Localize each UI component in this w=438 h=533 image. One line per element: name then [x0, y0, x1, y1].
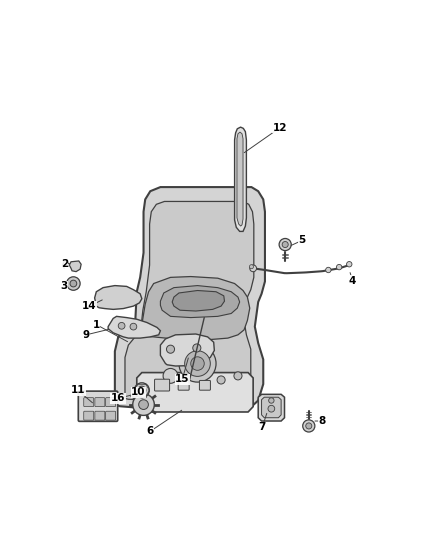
Circle shape — [306, 423, 312, 429]
Circle shape — [70, 280, 77, 287]
Circle shape — [217, 376, 225, 384]
Circle shape — [250, 265, 257, 272]
Circle shape — [134, 383, 149, 398]
FancyBboxPatch shape — [106, 411, 116, 420]
Circle shape — [346, 262, 352, 267]
Circle shape — [268, 398, 274, 403]
Circle shape — [138, 386, 146, 394]
Text: 12: 12 — [273, 123, 287, 133]
Polygon shape — [261, 397, 281, 418]
Circle shape — [130, 323, 137, 330]
Text: 15: 15 — [175, 374, 190, 384]
Text: 8: 8 — [319, 416, 326, 426]
Text: 11: 11 — [71, 385, 85, 395]
Text: 2: 2 — [60, 259, 68, 269]
FancyBboxPatch shape — [95, 411, 105, 420]
Text: 1: 1 — [93, 320, 100, 329]
Circle shape — [185, 351, 210, 376]
Circle shape — [193, 344, 201, 352]
Circle shape — [139, 400, 148, 409]
Text: 4: 4 — [349, 276, 357, 286]
Text: 5: 5 — [298, 236, 306, 245]
Text: 6: 6 — [147, 426, 154, 437]
FancyBboxPatch shape — [84, 398, 94, 407]
Text: 16: 16 — [111, 393, 126, 403]
Polygon shape — [108, 317, 160, 338]
FancyBboxPatch shape — [84, 411, 94, 420]
FancyBboxPatch shape — [78, 391, 118, 422]
Circle shape — [67, 277, 80, 290]
FancyBboxPatch shape — [106, 398, 116, 407]
Text: 7: 7 — [258, 422, 266, 432]
Polygon shape — [160, 286, 240, 318]
Text: 3: 3 — [60, 281, 68, 292]
Polygon shape — [172, 290, 224, 311]
Circle shape — [118, 322, 125, 329]
FancyBboxPatch shape — [95, 398, 105, 407]
Circle shape — [279, 238, 291, 251]
Circle shape — [179, 345, 216, 382]
FancyBboxPatch shape — [199, 381, 210, 390]
Polygon shape — [258, 394, 285, 421]
FancyBboxPatch shape — [155, 379, 170, 391]
Text: 14: 14 — [82, 301, 97, 311]
Polygon shape — [115, 187, 265, 409]
Circle shape — [249, 265, 254, 269]
Polygon shape — [140, 277, 250, 340]
Circle shape — [268, 405, 275, 412]
Polygon shape — [125, 201, 254, 400]
Circle shape — [133, 394, 154, 415]
FancyBboxPatch shape — [178, 381, 189, 390]
Polygon shape — [137, 373, 253, 412]
Polygon shape — [160, 334, 214, 366]
Text: 10: 10 — [131, 387, 146, 397]
Circle shape — [234, 372, 242, 380]
Circle shape — [166, 345, 175, 353]
Circle shape — [163, 368, 178, 383]
Polygon shape — [235, 127, 247, 231]
Circle shape — [191, 357, 204, 370]
Circle shape — [325, 267, 331, 273]
Polygon shape — [69, 261, 81, 272]
Circle shape — [336, 264, 342, 270]
Polygon shape — [237, 132, 243, 226]
Polygon shape — [95, 286, 142, 309]
Circle shape — [282, 241, 288, 247]
Circle shape — [303, 420, 315, 432]
Text: 9: 9 — [83, 330, 90, 340]
